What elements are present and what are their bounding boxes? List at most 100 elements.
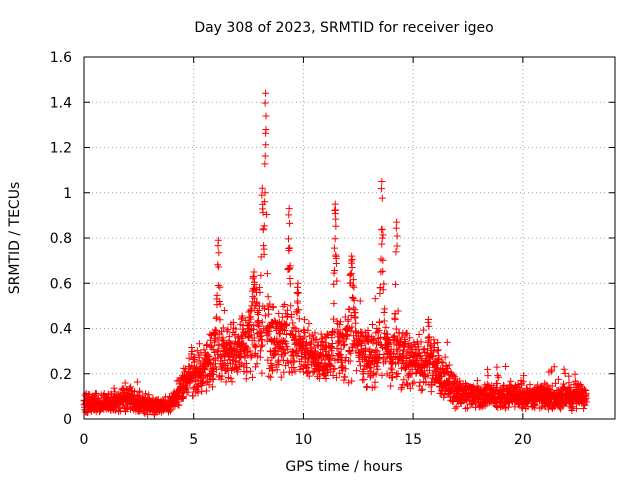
data-point (403, 329, 411, 337)
data-point (259, 225, 267, 233)
data-point (116, 404, 124, 412)
data-point (341, 373, 349, 381)
data-point (222, 378, 230, 386)
data-point (144, 411, 152, 419)
data-point (260, 222, 268, 230)
data-point (238, 334, 246, 342)
data-point (258, 184, 266, 192)
y-axis-label: SRMTID / TECUs (7, 182, 23, 295)
data-point (285, 235, 293, 243)
data-point (392, 325, 400, 333)
data-point (352, 367, 360, 375)
data-point (266, 300, 274, 308)
data-point (358, 339, 366, 347)
data-point (236, 320, 244, 328)
data-point (393, 242, 401, 250)
data-point (246, 347, 254, 355)
data-point (382, 323, 390, 331)
data-point (205, 355, 213, 363)
data-point (567, 384, 575, 392)
grid (84, 57, 615, 419)
data-point (347, 269, 355, 277)
data-point (261, 312, 269, 320)
data-point (234, 333, 242, 341)
data-point (374, 365, 382, 373)
data-point (258, 369, 266, 377)
data-point (210, 356, 218, 364)
data-point (449, 371, 457, 379)
data-point (251, 343, 259, 351)
data-point (360, 376, 368, 384)
data-point (262, 112, 270, 120)
data-point (263, 211, 271, 219)
data-point (380, 308, 388, 316)
data-point (289, 319, 297, 327)
data-point (257, 271, 265, 279)
data-point (258, 191, 266, 199)
data-point (417, 386, 425, 394)
data-point (315, 366, 323, 374)
data-point (250, 272, 258, 280)
data-point (286, 244, 294, 252)
data-point (408, 342, 416, 350)
data-point (374, 328, 382, 336)
data-point (247, 353, 255, 361)
data-point (214, 346, 222, 354)
data-point (415, 382, 423, 390)
data-point (202, 387, 210, 395)
data-point (224, 326, 232, 334)
data-point (295, 315, 303, 323)
data-point (347, 349, 355, 357)
data-point (330, 244, 338, 252)
data-point (218, 372, 226, 380)
data-point (133, 378, 141, 386)
data-point (259, 200, 267, 208)
data-point (393, 218, 401, 226)
data-point (464, 404, 472, 412)
data-point (158, 408, 166, 416)
data-point (195, 340, 203, 348)
data-point (409, 380, 417, 388)
data-point (394, 307, 402, 315)
data-points (80, 89, 590, 419)
y-tick-label: 0.6 (50, 276, 72, 292)
data-point (371, 295, 379, 303)
data-point (379, 286, 387, 294)
data-point (221, 356, 229, 364)
data-point (281, 349, 289, 357)
data-point (443, 338, 451, 346)
data-point (305, 320, 313, 328)
data-point (269, 367, 277, 375)
data-point (451, 404, 459, 412)
data-point (191, 378, 199, 386)
data-point (375, 354, 383, 362)
data-point (304, 326, 312, 334)
data-point (431, 340, 439, 348)
data-point (380, 317, 388, 325)
data-point (433, 357, 441, 365)
data-point (322, 375, 330, 383)
axis-ticks: 0 0.2 0.4 0.6 0.8 1 1.2 1.4 1.6 0 5 10 15 20 (50, 50, 615, 448)
data-point (330, 300, 338, 308)
data-point (352, 319, 360, 327)
data-point (342, 365, 350, 373)
data-point (313, 336, 321, 344)
data-point (348, 377, 356, 385)
data-point (209, 345, 217, 353)
data-point (403, 379, 411, 387)
x-axis-label: GPS time / hours (285, 459, 402, 475)
data-point (376, 353, 384, 361)
data-point (242, 317, 250, 325)
data-point (379, 231, 387, 239)
data-point (209, 383, 217, 391)
y-tick-label: 1.4 (50, 95, 72, 111)
data-point (225, 333, 233, 341)
data-point (380, 280, 388, 288)
data-point (323, 365, 331, 373)
data-point (571, 370, 579, 378)
data-point (281, 300, 289, 308)
data-point (445, 361, 453, 369)
data-point (309, 334, 317, 342)
data-point (341, 340, 349, 348)
data-point (301, 316, 309, 324)
